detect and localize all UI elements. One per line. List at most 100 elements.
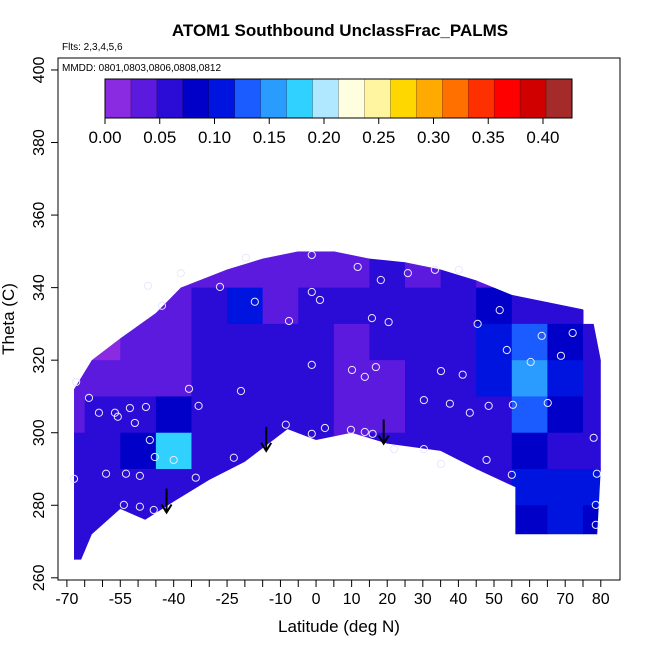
colorbar-tick-label: 0.20 <box>307 128 340 147</box>
field-cell <box>582 541 601 560</box>
field <box>74 251 601 560</box>
sample-point <box>436 366 446 376</box>
field-cell <box>74 396 86 434</box>
field-cell <box>369 541 406 560</box>
colorbar-swatch <box>105 79 132 118</box>
colorbar-swatch <box>338 79 365 118</box>
field-cell <box>74 323 86 361</box>
field-cell <box>74 468 86 506</box>
field-cell <box>84 323 121 361</box>
field-cell <box>84 396 121 434</box>
sample-point <box>315 295 325 305</box>
field-cell <box>476 323 513 361</box>
field-cell <box>191 287 228 325</box>
field-cell <box>547 505 584 543</box>
sample-point <box>592 469 601 478</box>
field-cell <box>191 360 228 397</box>
field-cell <box>582 396 601 434</box>
sample-point <box>346 425 356 434</box>
field-cell <box>369 396 406 434</box>
sample-point <box>454 265 463 274</box>
sample-point <box>371 362 380 372</box>
x-tick-label: -25 <box>216 591 239 608</box>
y-tick-label: 320 <box>31 347 48 374</box>
x-tick-label: 20 <box>378 591 396 608</box>
field-cell <box>298 505 335 543</box>
field-cell <box>440 323 477 361</box>
field-cell <box>74 505 86 543</box>
arrow <box>160 488 173 515</box>
field-cell <box>155 505 192 543</box>
x-tick-label: 30 <box>414 591 432 608</box>
field-cell <box>511 505 548 543</box>
field-cell <box>227 287 264 325</box>
colorbar-swatch <box>468 79 495 118</box>
field-cell <box>227 432 264 470</box>
x-tick-label: 70 <box>556 591 574 608</box>
field-cell <box>333 251 370 289</box>
sample-point <box>368 429 377 438</box>
field-cell <box>191 505 228 543</box>
colorbar-tick-label: 0.25 <box>362 128 395 147</box>
field-cell <box>476 396 513 434</box>
sample-point <box>367 313 377 323</box>
field-cell <box>582 468 601 506</box>
sample-point <box>229 453 238 462</box>
field-cell <box>155 396 192 434</box>
field-cell <box>476 287 513 325</box>
y-tick-label: 380 <box>31 129 48 156</box>
field-cell <box>191 541 228 560</box>
x-tick-label: 60 <box>521 591 539 608</box>
sample-point <box>482 455 491 465</box>
field-cell <box>405 432 442 470</box>
x-tick-label: -40 <box>162 591 185 608</box>
field-cell <box>262 323 299 361</box>
field-cell <box>333 505 370 543</box>
sample-point <box>281 420 290 429</box>
field-cell <box>440 541 477 560</box>
sample-point <box>284 316 294 326</box>
colorbar-swatch <box>208 79 236 118</box>
field-cell <box>227 360 264 397</box>
field-cell <box>547 287 584 325</box>
field-cell <box>227 323 264 361</box>
field-cell <box>440 287 477 325</box>
field-cell <box>333 360 370 397</box>
sample-point <box>119 500 128 510</box>
sample-point <box>150 452 159 462</box>
sample-point <box>589 433 598 442</box>
field-cell <box>227 505 264 543</box>
field-cell <box>120 505 157 543</box>
field-cell <box>547 541 584 560</box>
sample-point <box>141 402 151 412</box>
field-cell <box>333 468 370 506</box>
flights-note: Flts: 2,3,4,5,6 <box>62 42 123 53</box>
sample-point <box>507 470 516 479</box>
sample-point <box>113 412 122 421</box>
sample-point <box>495 306 504 315</box>
field-cell <box>405 505 442 543</box>
sample-point <box>591 500 600 510</box>
sample-point <box>465 408 474 417</box>
field-cell <box>333 323 370 361</box>
field-cell <box>547 323 584 361</box>
field-cell <box>440 251 477 289</box>
field-cell <box>369 251 406 289</box>
field-cell <box>476 432 513 470</box>
field-cell <box>120 468 157 506</box>
field-cell <box>84 287 121 325</box>
y-tick-label: 280 <box>31 492 48 519</box>
field-cell <box>155 541 192 560</box>
sample-point <box>436 459 446 469</box>
field-cell <box>333 541 370 560</box>
field-cell <box>84 541 121 560</box>
field-cell <box>120 432 157 470</box>
sample-point <box>191 473 200 482</box>
sample-point <box>157 301 167 310</box>
colorbar-swatch <box>390 79 417 118</box>
colorbar-tick-label: 0.00 <box>88 128 121 147</box>
field-cell <box>262 468 299 506</box>
field-cell <box>262 432 299 470</box>
sample-point <box>135 471 144 480</box>
field-cell <box>476 251 513 289</box>
